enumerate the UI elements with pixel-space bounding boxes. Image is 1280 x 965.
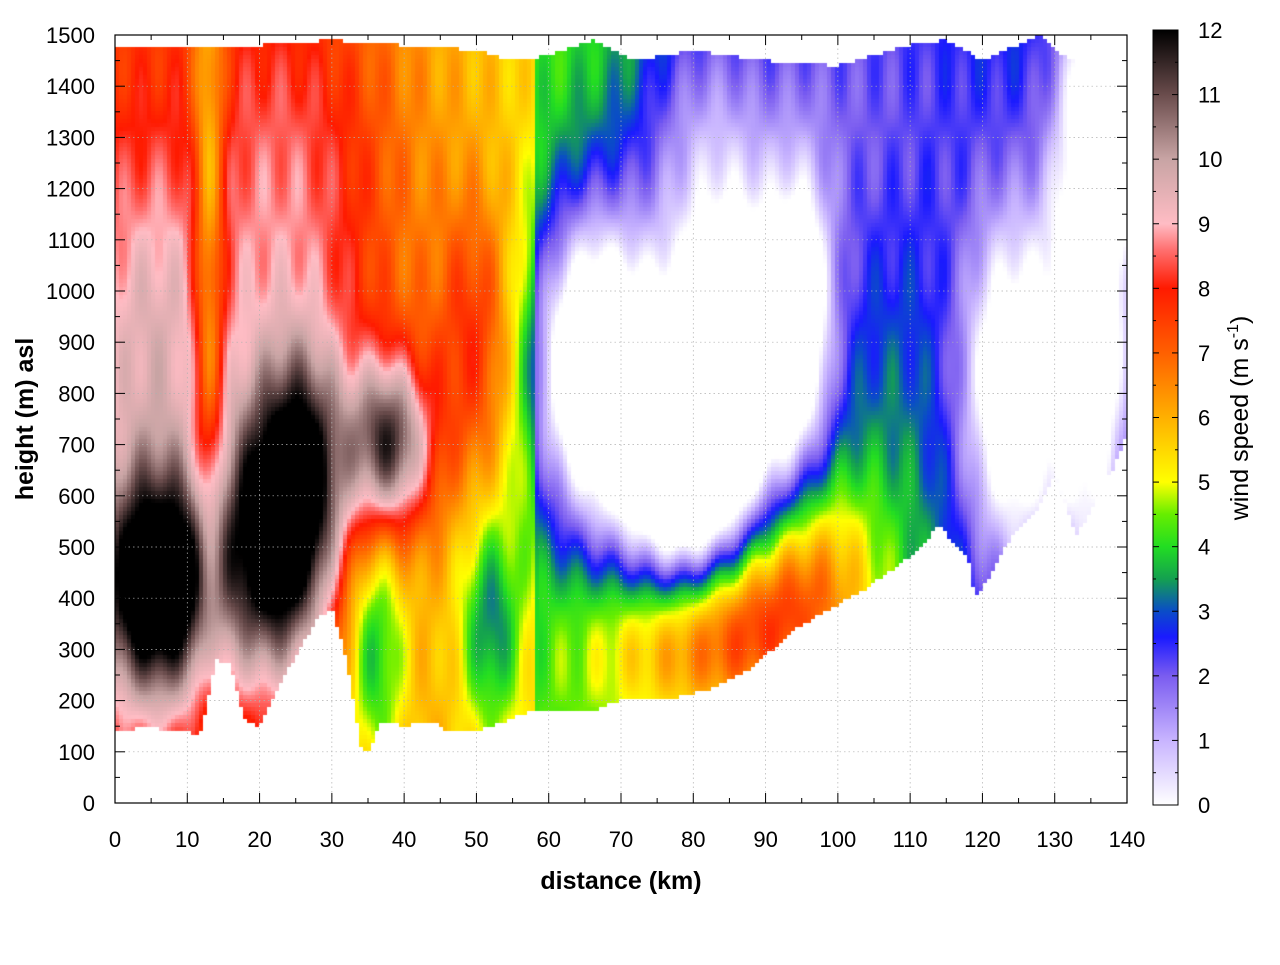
- x-tick-label: 60: [536, 827, 560, 852]
- y-tick-label: 1000: [46, 279, 95, 304]
- colorbar-tick-label: 11: [1198, 83, 1221, 108]
- colorbar-tick-label: 7: [1198, 341, 1210, 366]
- y-tick-label: 1400: [46, 74, 95, 99]
- colorbar-tick-label: 8: [1198, 276, 1210, 301]
- y-tick-label: 600: [58, 484, 95, 509]
- y-axis-ticks: 0 100 200 300 400 500 600 700 800 900 1000 1100 1200…: [46, 23, 1127, 816]
- y-axis-label: height (m) asl: [11, 338, 39, 501]
- colorbar-tick-label: 12: [1198, 18, 1222, 43]
- y-tick-label: 300: [58, 637, 95, 662]
- x-tick-label: 110: [893, 827, 928, 852]
- x-tick-label: 20: [247, 827, 271, 852]
- colorbar-label-superscript: -1: [1225, 324, 1242, 338]
- colorbar-tick-label: 3: [1198, 599, 1210, 624]
- colorbar-tick-label: 9: [1198, 212, 1210, 237]
- colorbar-tick-label: 5: [1198, 470, 1210, 495]
- colorbar-tick-label: 4: [1198, 535, 1210, 560]
- x-tick-label: 130: [1036, 827, 1073, 852]
- x-tick-label: 50: [464, 827, 488, 852]
- colorbar-label-close: ): [1226, 316, 1254, 324]
- y-tick-label: 1500: [46, 23, 95, 48]
- colorbar-tick-label: 0: [1198, 793, 1210, 818]
- x-axis-ticks: 0 10 20 30 40 50 60 70 80 90 100 110 120 130 140: [109, 35, 1145, 852]
- y-tick-label: 500: [58, 535, 95, 560]
- y-tick-label: 200: [58, 689, 95, 714]
- x-tick-label: 30: [320, 827, 344, 852]
- x-tick-label: 90: [753, 827, 777, 852]
- y-tick-label: 0: [83, 791, 95, 816]
- x-tick-label: 100: [819, 827, 856, 852]
- y-tick-label: 100: [58, 740, 95, 765]
- y-tick-label: 1300: [46, 125, 95, 150]
- colorbar-tick-label: 1: [1198, 728, 1210, 753]
- x-tick-label: 140: [1109, 827, 1146, 852]
- colorbar-tick-label: 10: [1198, 147, 1222, 172]
- y-tick-label: 1200: [46, 177, 95, 202]
- y-tick-label: 700: [58, 433, 95, 458]
- y-tick-label: 900: [58, 330, 95, 355]
- x-tick-label: 70: [609, 827, 633, 852]
- x-tick-label: 10: [175, 827, 199, 852]
- x-tick-label: 40: [392, 827, 416, 852]
- y-tick-label: 400: [58, 586, 95, 611]
- x-axis-label: distance (km): [540, 867, 701, 895]
- y-tick-label: 800: [58, 381, 95, 406]
- x-tick-label: 0: [109, 827, 121, 852]
- x-tick-label: 80: [681, 827, 705, 852]
- x-tick-label: 120: [964, 827, 1001, 852]
- colorbar-label: wind speed (m s-1): [1225, 316, 1254, 522]
- colorbar-tick-label: 2: [1198, 664, 1210, 689]
- colorbar-tick-label: 6: [1198, 406, 1210, 431]
- colorbar-label-main: wind speed (m s: [1226, 338, 1254, 521]
- y-tick-label: 1100: [48, 228, 95, 253]
